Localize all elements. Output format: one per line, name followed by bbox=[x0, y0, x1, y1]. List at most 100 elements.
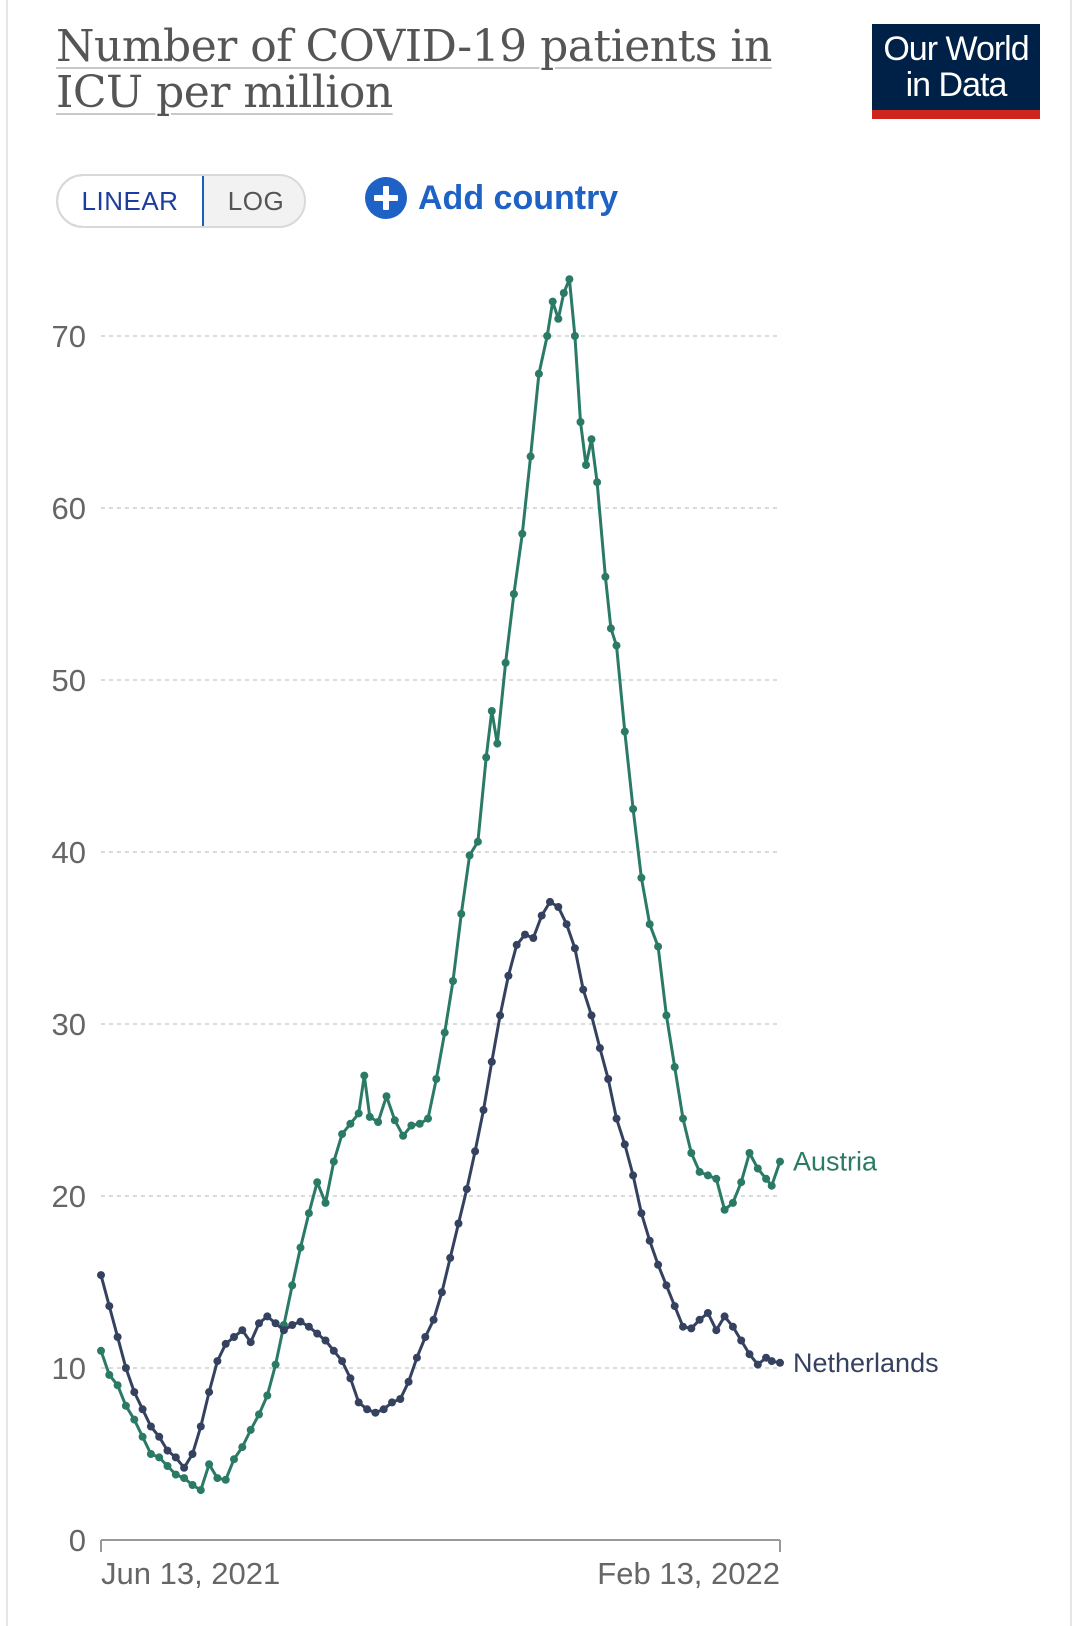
data-point-netherlands bbox=[579, 985, 588, 994]
data-point-netherlands bbox=[645, 1236, 654, 1245]
data-point-netherlands bbox=[612, 1114, 621, 1123]
data-point-austria bbox=[720, 1205, 729, 1214]
data-point-netherlands bbox=[462, 1185, 471, 1194]
data-point-netherlands bbox=[155, 1432, 164, 1441]
logo-line-1: Our World bbox=[883, 30, 1029, 68]
series-label-netherlands: Netherlands bbox=[793, 1348, 939, 1378]
data-point-netherlands bbox=[587, 1011, 596, 1020]
data-point-austria bbox=[554, 314, 563, 323]
data-point-netherlands bbox=[554, 903, 563, 911]
data-point-netherlands bbox=[371, 1408, 380, 1417]
data-point-austria bbox=[645, 920, 654, 929]
data-point-austria bbox=[534, 369, 543, 378]
data-point-netherlands bbox=[338, 1357, 347, 1366]
data-point-netherlands bbox=[121, 1364, 130, 1372]
data-point-netherlands bbox=[767, 1357, 776, 1366]
data-point-netherlands bbox=[670, 1302, 679, 1311]
data-point-netherlands bbox=[396, 1395, 405, 1403]
data-point-netherlands bbox=[238, 1326, 247, 1335]
data-point-netherlands bbox=[570, 944, 579, 953]
data-point-austria bbox=[338, 1130, 347, 1139]
data-point-austria bbox=[620, 727, 629, 736]
data-point-austria bbox=[255, 1410, 263, 1419]
data-point-netherlands bbox=[728, 1322, 737, 1331]
data-point-netherlands bbox=[479, 1106, 488, 1114]
data-point-austria bbox=[587, 435, 596, 444]
data-point-austria bbox=[321, 1198, 330, 1207]
data-point-austria bbox=[548, 297, 557, 306]
chart-title[interactable]: Number of COVID-19 patients in ICU per m… bbox=[56, 21, 772, 118]
data-point-netherlands bbox=[776, 1358, 784, 1367]
data-point-austria bbox=[205, 1460, 214, 1469]
data-point-netherlands bbox=[654, 1260, 663, 1269]
data-point-austria bbox=[188, 1481, 197, 1489]
data-point-austria bbox=[612, 641, 621, 650]
data-point-austria bbox=[482, 753, 491, 762]
data-point-netherlands bbox=[537, 911, 546, 920]
data-point-austria bbox=[753, 1164, 762, 1173]
data-point-netherlands bbox=[437, 1288, 446, 1297]
data-point-netherlands bbox=[695, 1315, 704, 1324]
data-point-netherlands bbox=[171, 1453, 180, 1462]
data-point-austria bbox=[304, 1209, 313, 1218]
y-tick-label-50: 50 bbox=[52, 663, 86, 698]
data-point-austria bbox=[221, 1475, 230, 1484]
plus-circle-icon bbox=[365, 177, 407, 219]
add-country-label: Add country bbox=[418, 178, 619, 217]
data-point-netherlands bbox=[604, 1075, 613, 1083]
data-point-austria bbox=[493, 739, 502, 748]
owid-logo[interactable]: Our World in Data bbox=[872, 24, 1040, 119]
data-point-netherlands bbox=[454, 1219, 463, 1228]
data-point-austria bbox=[238, 1443, 247, 1452]
data-point-netherlands bbox=[753, 1360, 762, 1369]
data-point-austria bbox=[601, 572, 610, 581]
data-point-netherlands bbox=[429, 1315, 438, 1324]
data-point-austria bbox=[687, 1149, 696, 1157]
data-point-austria bbox=[670, 1063, 679, 1071]
data-point-austria bbox=[230, 1455, 238, 1464]
data-point-netherlands bbox=[620, 1140, 629, 1149]
data-point-netherlands bbox=[279, 1326, 288, 1335]
data-point-austria bbox=[501, 658, 510, 667]
data-point-austria bbox=[130, 1415, 139, 1424]
data-point-austria bbox=[246, 1425, 255, 1434]
data-point-netherlands bbox=[313, 1329, 322, 1338]
data-point-netherlands bbox=[446, 1253, 455, 1262]
data-point-austria bbox=[288, 1281, 297, 1290]
linear-scale-button[interactable]: LINEAR bbox=[58, 176, 204, 226]
data-point-austria bbox=[390, 1116, 399, 1125]
data-point-netherlands bbox=[496, 1011, 505, 1020]
data-point-netherlands bbox=[188, 1450, 197, 1458]
data-point-netherlands bbox=[130, 1388, 139, 1397]
data-point-austria bbox=[97, 1346, 105, 1355]
data-point-netherlands bbox=[246, 1338, 255, 1347]
data-point-austria bbox=[570, 332, 579, 340]
data-point-netherlands bbox=[629, 1171, 638, 1180]
data-point-austria bbox=[146, 1450, 155, 1458]
log-scale-button[interactable]: LOG bbox=[227, 185, 285, 216]
data-point-austria bbox=[679, 1114, 687, 1123]
data-point-netherlands bbox=[271, 1319, 280, 1328]
data-point-austria bbox=[582, 461, 590, 469]
data-point-austria bbox=[440, 1028, 449, 1037]
data-point-austria bbox=[457, 909, 466, 918]
data-point-netherlands bbox=[113, 1333, 122, 1341]
data-point-netherlands bbox=[196, 1422, 205, 1431]
data-point-austria bbox=[407, 1121, 416, 1130]
data-point-austria bbox=[171, 1470, 180, 1479]
data-point-netherlands bbox=[737, 1336, 746, 1345]
data-point-netherlands bbox=[296, 1317, 305, 1326]
data-point-netherlands bbox=[745, 1350, 754, 1359]
add-country-button[interactable]: Add country bbox=[364, 174, 618, 222]
data-point-austria bbox=[728, 1198, 737, 1207]
data-point-netherlands bbox=[138, 1405, 147, 1414]
data-point-austria bbox=[776, 1157, 784, 1166]
data-point-austria bbox=[399, 1131, 408, 1140]
data-point-austria bbox=[637, 873, 646, 882]
data-point-austria bbox=[271, 1360, 280, 1369]
data-point-austria bbox=[424, 1114, 432, 1123]
data-point-austria bbox=[374, 1118, 383, 1126]
x-tick-label-start: Jun 13, 2021 bbox=[101, 1556, 280, 1591]
data-point-netherlands bbox=[595, 1044, 604, 1053]
